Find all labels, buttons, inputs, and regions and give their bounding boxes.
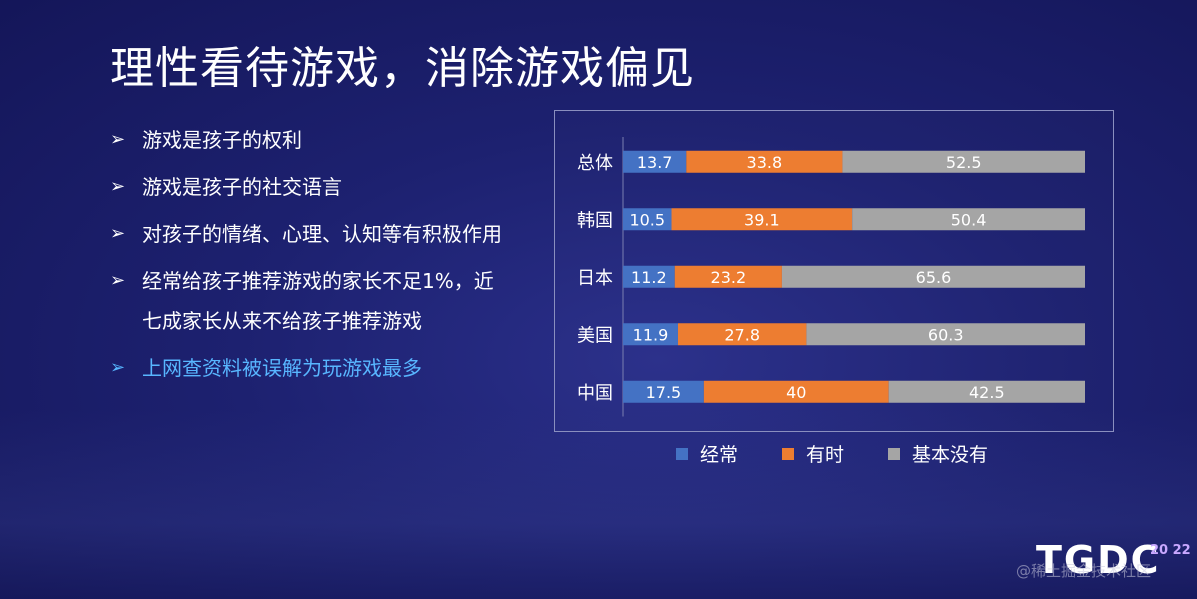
bullet-text: 游戏是孩子的权利	[142, 128, 302, 152]
data-label: 40	[786, 383, 806, 402]
arrow-bullet-icon: ➢	[110, 176, 126, 197]
data-label: 10.5	[629, 210, 665, 229]
bar-segment-never	[888, 380, 1085, 403]
category-label: 韩国	[577, 210, 613, 231]
data-label: 52.5	[946, 153, 982, 172]
legend-item: 经常	[676, 440, 738, 467]
bullet-item: ➢ 游戏是孩子的社交语言	[110, 167, 550, 207]
tgdc-logo-year: 20 22	[1150, 543, 1191, 558]
category-label: 中国	[577, 383, 613, 404]
data-label: 33.8	[747, 153, 783, 172]
category-label: 日本	[577, 268, 613, 289]
data-label: 11.9	[633, 325, 669, 344]
data-label: 65.6	[916, 268, 952, 287]
legend-swatch	[676, 447, 688, 460]
legend-label: 基本没有	[912, 444, 989, 466]
bullet-text: 上网查资料被误解为玩游戏最多	[142, 356, 422, 380]
bullet-item: ➢ 对孩子的情绪、心理、认知等有积极作用	[110, 214, 550, 254]
watermark: @稀土掘金技术社区	[1016, 562, 1152, 580]
bar-segment-never	[842, 150, 1085, 173]
data-label: 39.1	[744, 210, 780, 229]
chart-frame: 总体 13.7 33.8 52.5 韩国 10.5 39.1 50.4 日本 11.2 23.2 65…	[554, 110, 1114, 446]
legend-item: 有时	[782, 440, 844, 467]
bar-segment-often	[623, 380, 704, 403]
bullet-item: ➢ 游戏是孩子的权利	[110, 120, 550, 160]
bullet-text: 经常给孩子推荐游戏的家长不足1%，近	[142, 269, 494, 293]
bar-segment-never	[806, 323, 1085, 346]
bullet-text: 七成家长从来不给孩子推荐游戏	[142, 309, 422, 333]
legend-label: 有时	[806, 444, 845, 466]
data-label: 23.2	[711, 268, 747, 287]
bar-segment-sometimes	[686, 150, 843, 173]
bullet-item: 七成家长从来不给孩子推荐游戏	[110, 301, 550, 341]
arrow-bullet-icon: ➢	[110, 223, 126, 244]
bullet-text: 游戏是孩子的社交语言	[142, 175, 342, 199]
legend-swatch	[782, 447, 795, 460]
bar-segment-often	[623, 265, 675, 288]
data-label: 11.2	[631, 268, 667, 287]
bar-segment-sometimes	[677, 323, 807, 346]
bar-segment-sometimes	[674, 265, 782, 288]
arrow-bullet-icon: ➢	[110, 270, 126, 291]
chart-legend: 经常 有时 基本没有	[676, 440, 1032, 467]
bullet-item: ➢ 上网查资料被误解为玩游戏最多	[110, 348, 550, 388]
data-label: 60.3	[928, 325, 964, 344]
bar-segment-often	[623, 150, 687, 173]
tgdc-logo: TGDC	[1036, 538, 1161, 582]
stage-background	[0, 409, 1197, 599]
bar-segment-often	[623, 323, 678, 346]
data-label: 50.4	[951, 210, 987, 229]
bullet-list: ➢ 游戏是孩子的权利 ➢ 游戏是孩子的社交语言 ➢ 对孩子的情绪、心理、认知等有积极作用 ➢…	[110, 120, 550, 388]
data-label: 13.7	[637, 153, 673, 172]
legend-item: 基本没有	[888, 440, 988, 467]
category-label: 总体	[577, 153, 613, 174]
data-label: 42.5	[969, 383, 1005, 402]
bullet-item: ➢ 经常给孩子推荐游戏的家长不足1%，近	[110, 261, 550, 301]
data-label: 17.5	[646, 383, 682, 402]
legend-label: 经常	[700, 444, 739, 466]
stacked-bar-chart: 总体 13.7 33.8 52.5 韩国 10.5 39.1 50.4 日本 11.2 23.2 65…	[577, 137, 1099, 446]
data-label: 27.8	[724, 325, 760, 344]
bar-segment-never	[781, 265, 1085, 288]
arrow-bullet-icon: ➢	[110, 357, 126, 378]
slide-title: 理性看待游戏，消除游戏偏见	[110, 43, 695, 94]
category-label: 美国	[577, 325, 613, 346]
bar-segment-often	[623, 208, 672, 231]
bar-segment-sometimes	[671, 208, 853, 231]
legend-swatch	[888, 447, 901, 460]
bullet-text: 对孩子的情绪、心理、认知等有积极作用	[142, 222, 502, 246]
arrow-bullet-icon: ➢	[110, 129, 126, 150]
bar-segment-never	[852, 208, 1085, 231]
bar-segment-sometimes	[703, 380, 889, 403]
